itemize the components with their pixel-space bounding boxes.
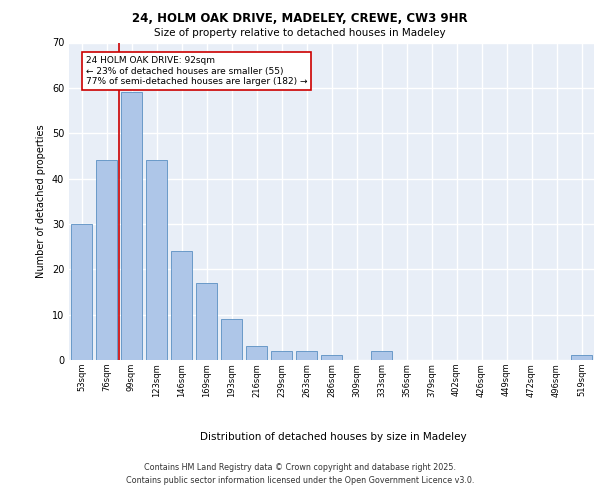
Text: Contains HM Land Registry data © Crown copyright and database right 2025.: Contains HM Land Registry data © Crown c… — [144, 464, 456, 472]
Bar — [221, 319, 242, 360]
Bar — [96, 160, 117, 360]
Bar — [171, 251, 192, 360]
Text: 24, HOLM OAK DRIVE, MADELEY, CREWE, CW3 9HR: 24, HOLM OAK DRIVE, MADELEY, CREWE, CW3 … — [132, 12, 468, 26]
Bar — [71, 224, 92, 360]
Bar — [246, 346, 267, 360]
Text: Distribution of detached houses by size in Madeley: Distribution of detached houses by size … — [200, 432, 466, 442]
Bar — [196, 283, 217, 360]
Bar — [271, 351, 292, 360]
Bar — [321, 356, 342, 360]
Y-axis label: Number of detached properties: Number of detached properties — [36, 124, 46, 278]
Bar — [121, 92, 142, 360]
Bar — [571, 356, 592, 360]
Bar — [296, 351, 317, 360]
Text: 24 HOLM OAK DRIVE: 92sqm
← 23% of detached houses are smaller (55)
77% of semi-d: 24 HOLM OAK DRIVE: 92sqm ← 23% of detach… — [86, 56, 308, 86]
Bar — [371, 351, 392, 360]
Text: Size of property relative to detached houses in Madeley: Size of property relative to detached ho… — [154, 28, 446, 38]
Bar — [146, 160, 167, 360]
Text: Contains public sector information licensed under the Open Government Licence v3: Contains public sector information licen… — [126, 476, 474, 485]
